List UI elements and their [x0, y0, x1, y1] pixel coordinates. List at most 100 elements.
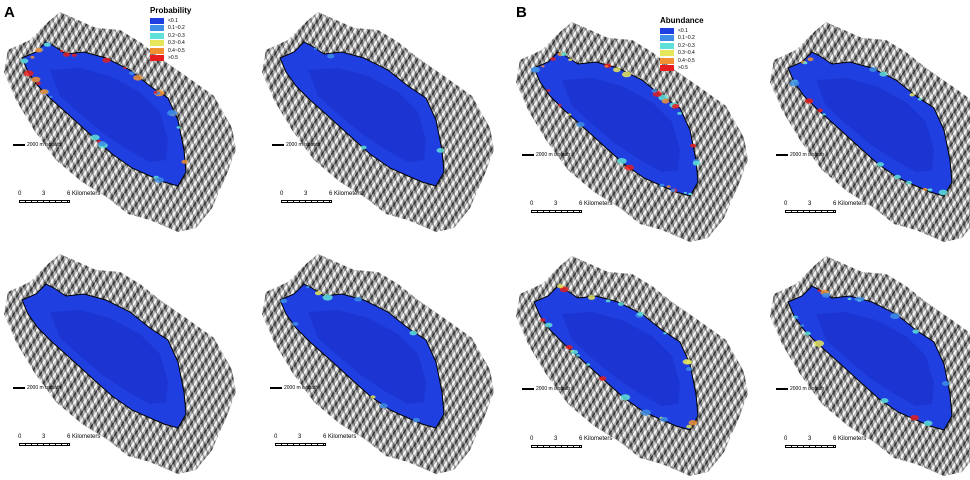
isobath-key: 2000 m isobath	[13, 142, 61, 148]
basin-interior	[562, 312, 680, 406]
hotspot-mark	[688, 192, 692, 196]
hotspot-mark	[905, 180, 912, 185]
isobath-key: 2000 m isobath	[522, 152, 570, 158]
isobath-line-icon	[522, 388, 534, 390]
scale-bar: 0 3 6 Kilometers	[18, 191, 100, 211]
legend-label: >0.5	[678, 65, 688, 72]
hotspot-mark	[546, 89, 551, 92]
legend-swatch	[660, 27, 674, 34]
hotspot-mark	[541, 65, 545, 68]
isobath-line-icon	[522, 154, 534, 156]
legend-item: 0.3~0.4	[150, 40, 191, 48]
hotspot-mark	[559, 286, 569, 293]
hotspot-mark	[807, 57, 814, 62]
hotspot-mark	[557, 284, 564, 289]
hotspot-mark	[613, 67, 621, 73]
hotspot-mark	[412, 418, 420, 423]
hotspot-mark	[651, 89, 658, 93]
hotspot-mark	[692, 160, 701, 166]
legend-label: 0.1~0.2	[678, 35, 695, 42]
legend-item: 0.3~0.4	[660, 50, 704, 58]
hotspot-mark	[661, 98, 670, 104]
hotspot-mark	[910, 415, 919, 421]
scale-tick-6: 6 Kilometers	[579, 201, 613, 207]
hotspot-mark	[379, 403, 388, 409]
hotspot-mark	[800, 324, 805, 327]
isobath-label: 2000 m isobath	[286, 142, 321, 148]
hotspot-mark	[670, 188, 676, 193]
hotspot-mark	[917, 97, 922, 101]
legend-item: >0.5	[660, 65, 704, 73]
scale-bar: 0 3 6 Kilometers	[784, 436, 866, 456]
scale-tick-3: 3	[808, 201, 812, 207]
scale-tick-6: 6 Kilometers	[833, 201, 867, 207]
scale-tick-3: 3	[42, 191, 46, 197]
scale-bar-graphic	[531, 210, 582, 213]
basin-interior	[816, 312, 934, 406]
hotspot-mark	[941, 381, 950, 386]
hotspot-mark	[154, 177, 164, 184]
isobath-label: 2000 m isobath	[27, 385, 62, 391]
isobath-label: 2000 m isobath	[790, 152, 825, 158]
hotspot-mark	[923, 420, 933, 427]
map-b-top-right	[770, 22, 970, 242]
scale-bar-graphic	[281, 200, 332, 203]
hotspot-mark	[44, 42, 51, 47]
hotspot-mark	[817, 108, 823, 113]
isobath-label: 2000 m isobath	[536, 386, 571, 392]
hotspot-mark	[354, 296, 362, 302]
hotspot-mark	[663, 332, 667, 335]
scale-bar: 0 3 6 Kilometers	[530, 201, 613, 221]
legend-item: <0.1	[150, 17, 191, 25]
hotspot-mark	[869, 67, 877, 72]
scale-bar-graphic	[785, 445, 836, 448]
hotspot-mark	[306, 285, 310, 289]
legend-item: >0.5	[150, 55, 191, 63]
map-b-bottom-left	[516, 256, 748, 476]
map-b-top-left	[516, 22, 748, 242]
legend-item: 0.1~0.2	[660, 35, 704, 43]
hotspot-mark	[880, 398, 889, 404]
isobath-key: 2000 m isobath	[776, 152, 824, 158]
isobath-label: 2000 m isobath	[27, 142, 62, 148]
hotspot-mark	[544, 322, 553, 328]
hotspot-mark	[576, 354, 580, 357]
hotspot-mark	[847, 297, 852, 301]
scale-tick-0: 0	[18, 191, 22, 197]
hotspot-mark	[560, 52, 567, 56]
scale-bar-graphic	[19, 200, 70, 203]
hotspot-mark	[822, 292, 831, 298]
legend-swatch	[150, 47, 164, 54]
hotspot-mark	[890, 313, 900, 320]
legend-swatch	[150, 32, 164, 39]
isobath-line-icon	[272, 144, 284, 146]
scale-bar-graphic	[19, 443, 70, 446]
scale-tick-3: 3	[554, 201, 558, 207]
hotspot-mark	[565, 345, 573, 350]
legend-label: 0.1~0.2	[168, 25, 185, 32]
scale-bar: 0 3 6 Kilometers	[274, 434, 356, 454]
hotspot-mark	[133, 75, 143, 81]
hotspot-mark	[568, 113, 572, 116]
basin-interior	[50, 68, 168, 162]
hotspot-mark	[550, 57, 556, 61]
hotspot-mark	[927, 188, 933, 192]
hotspot-mark	[621, 71, 632, 78]
hotspot-mark	[620, 394, 631, 401]
hotspot-mark	[90, 134, 100, 141]
hotspot-mark	[688, 420, 698, 426]
hotspot-mark	[292, 322, 299, 326]
map-b-bottom-right	[770, 256, 970, 476]
hotspot-mark	[789, 80, 800, 87]
hotspot-mark	[167, 110, 178, 117]
isobath-key: 2000 m isobath	[270, 385, 318, 391]
hotspot-mark	[327, 53, 335, 59]
hotspot-mark	[922, 187, 928, 191]
isobath-label: 2000 m isobath	[284, 385, 319, 391]
panel-letter-b: B	[516, 4, 527, 21]
hotspot-mark	[97, 141, 106, 147]
legend-label: 0.4~0.5	[678, 57, 695, 64]
isobath-key: 2000 m isobath	[13, 385, 61, 391]
scale-tick-6: 6 Kilometers	[579, 436, 613, 442]
